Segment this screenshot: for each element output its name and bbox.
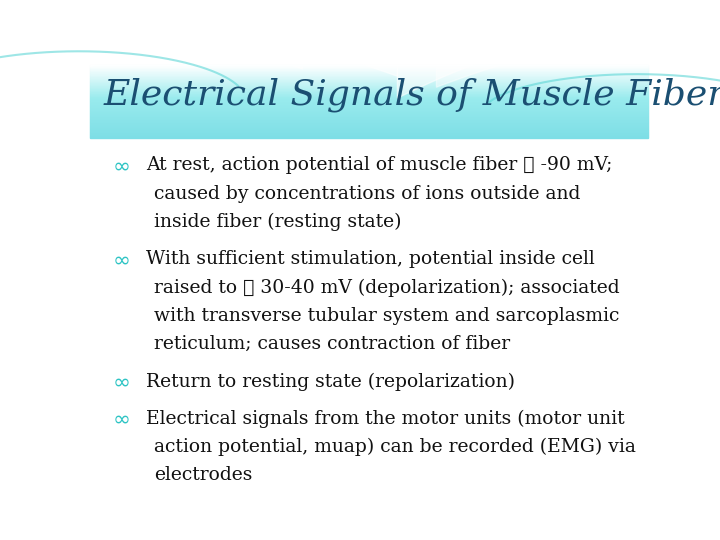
Bar bbox=[90, 107, 648, 108]
Bar bbox=[90, 106, 648, 107]
Text: ∞: ∞ bbox=[112, 156, 130, 176]
Bar bbox=[90, 90, 648, 91]
Bar bbox=[90, 102, 648, 103]
Bar bbox=[90, 131, 648, 132]
Bar bbox=[90, 67, 648, 68]
Bar bbox=[90, 87, 648, 88]
Bar bbox=[90, 109, 648, 110]
Bar bbox=[90, 118, 648, 119]
Bar bbox=[90, 72, 648, 73]
Bar bbox=[90, 121, 648, 122]
Bar bbox=[90, 98, 648, 99]
Bar bbox=[90, 125, 648, 126]
Bar bbox=[90, 94, 648, 95]
Text: ∞: ∞ bbox=[112, 373, 130, 393]
Bar bbox=[90, 80, 648, 81]
Bar bbox=[90, 78, 648, 79]
Bar bbox=[90, 75, 648, 76]
Bar bbox=[90, 133, 648, 134]
Bar bbox=[90, 115, 648, 116]
Bar bbox=[90, 124, 648, 125]
Bar bbox=[90, 129, 648, 130]
Bar bbox=[90, 137, 648, 138]
Bar bbox=[90, 93, 648, 94]
Bar bbox=[90, 119, 648, 120]
Bar bbox=[90, 79, 648, 80]
Bar bbox=[90, 134, 648, 135]
Text: action potential, muap) can be recorded (EMG) via: action potential, muap) can be recorded … bbox=[154, 438, 636, 456]
Text: electrodes: electrodes bbox=[154, 467, 253, 484]
Bar bbox=[90, 100, 648, 101]
Bar bbox=[90, 83, 648, 84]
Text: reticulum; causes contraction of fiber: reticulum; causes contraction of fiber bbox=[154, 335, 510, 353]
Bar bbox=[90, 105, 648, 106]
Bar bbox=[90, 84, 648, 85]
Bar bbox=[90, 66, 648, 67]
Text: ∞: ∞ bbox=[112, 250, 130, 270]
Bar bbox=[90, 82, 648, 83]
Text: raised to ≅ 30-40 mV (depolarization); associated: raised to ≅ 30-40 mV (depolarization); a… bbox=[154, 279, 620, 297]
Bar bbox=[90, 114, 648, 115]
Bar bbox=[90, 88, 648, 89]
Bar bbox=[90, 135, 648, 136]
Bar bbox=[90, 130, 648, 131]
Text: with transverse tubular system and sarcoplasmic: with transverse tubular system and sarco… bbox=[154, 307, 619, 325]
Bar bbox=[90, 108, 648, 109]
Bar bbox=[90, 126, 648, 127]
Bar bbox=[90, 91, 648, 92]
Bar bbox=[90, 89, 648, 90]
Bar bbox=[90, 104, 648, 105]
Bar bbox=[90, 70, 648, 71]
Bar bbox=[90, 128, 648, 129]
Text: ∞: ∞ bbox=[112, 410, 130, 430]
Bar bbox=[90, 136, 648, 137]
Bar bbox=[90, 97, 648, 98]
Bar bbox=[90, 111, 648, 112]
Bar bbox=[90, 74, 648, 75]
Bar bbox=[90, 123, 648, 124]
Bar bbox=[90, 103, 648, 104]
Bar bbox=[90, 86, 648, 87]
Bar bbox=[90, 73, 648, 74]
Bar bbox=[90, 122, 648, 123]
Bar bbox=[90, 116, 648, 117]
Bar bbox=[90, 113, 648, 114]
Bar bbox=[90, 96, 648, 97]
Bar bbox=[90, 76, 648, 77]
Bar bbox=[90, 81, 648, 82]
Bar bbox=[90, 85, 648, 86]
Text: At rest, action potential of muscle fiber ≅ -90 mV;: At rest, action potential of muscle fibe… bbox=[145, 156, 612, 174]
Bar bbox=[90, 77, 648, 78]
Bar bbox=[90, 95, 648, 96]
Text: caused by concentrations of ions outside and: caused by concentrations of ions outside… bbox=[154, 185, 580, 202]
Bar bbox=[90, 99, 648, 100]
Bar bbox=[90, 65, 648, 66]
Bar bbox=[90, 68, 648, 69]
Text: Return to resting state (repolarization): Return to resting state (repolarization) bbox=[145, 373, 515, 391]
Text: Electrical signals from the motor units (motor unit: Electrical signals from the motor units … bbox=[145, 410, 624, 428]
Bar bbox=[90, 92, 648, 93]
Bar bbox=[90, 110, 648, 111]
Bar bbox=[90, 120, 648, 121]
Text: Electrical Signals of Muscle Fibers: Electrical Signals of Muscle Fibers bbox=[104, 78, 720, 112]
Bar bbox=[90, 117, 648, 118]
Bar bbox=[90, 112, 648, 113]
Bar bbox=[90, 71, 648, 72]
Bar bbox=[90, 101, 648, 102]
Bar bbox=[90, 127, 648, 128]
Text: With sufficient stimulation, potential inside cell: With sufficient stimulation, potential i… bbox=[145, 250, 595, 268]
Bar bbox=[90, 132, 648, 133]
Bar bbox=[90, 69, 648, 70]
Text: inside fiber (resting state): inside fiber (resting state) bbox=[154, 213, 402, 231]
